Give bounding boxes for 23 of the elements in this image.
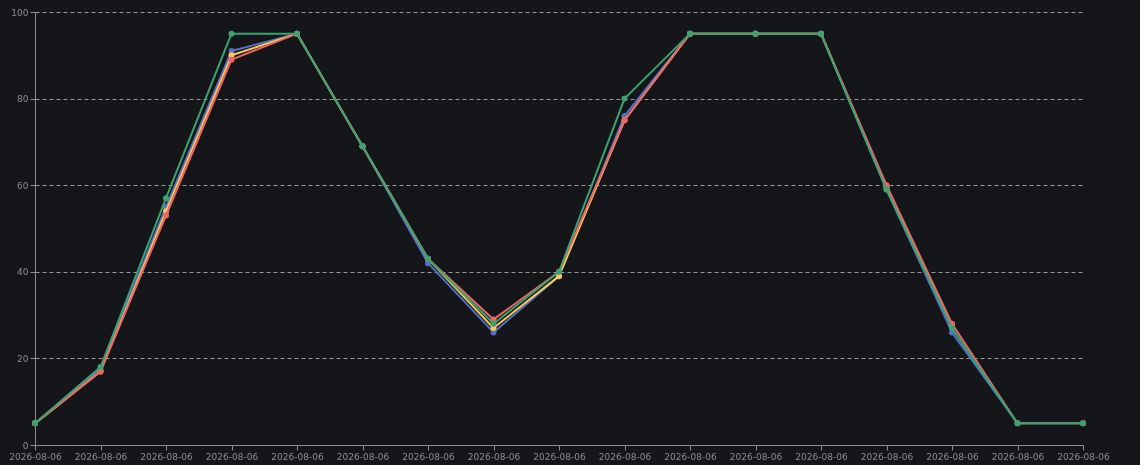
x-tick-label: 2026-08-06 bbox=[9, 451, 62, 462]
x-tick-label: 2026-08-06 bbox=[467, 451, 521, 462]
y-tick-label: 20 bbox=[17, 353, 29, 364]
y-tick-label: 100 bbox=[11, 7, 29, 18]
x-tick-label: 2026-08-06 bbox=[140, 451, 193, 462]
y-tick-label: 40 bbox=[17, 267, 29, 278]
y-tick-label: 80 bbox=[17, 94, 29, 105]
x-tick-label: 2026-08-06 bbox=[533, 451, 586, 462]
x-tick-label: 2026-08-06 bbox=[729, 451, 783, 462]
x-tick-label: 2026-08-06 bbox=[74, 451, 128, 462]
x-tick-label: 2026-08-06 bbox=[205, 451, 259, 462]
x-tick-label: 2026-08-06 bbox=[795, 451, 848, 462]
x-tick-label: 2026-08-06 bbox=[1057, 451, 1110, 462]
y-tick-label: 0 bbox=[22, 440, 29, 451]
x-tick-label: 2026-08-06 bbox=[271, 451, 324, 462]
x-tick-label: 2026-08-06 bbox=[860, 451, 914, 462]
x-tick-label: 2026-08-06 bbox=[336, 451, 390, 462]
y-tick-label: 60 bbox=[17, 180, 29, 191]
x-tick-label: 2026-08-06 bbox=[598, 451, 652, 462]
x-tick-label: 2026-08-06 bbox=[664, 451, 717, 462]
x-tick-label: 2026-08-06 bbox=[402, 451, 455, 462]
x-tick-label: 2026-08-06 bbox=[991, 451, 1045, 462]
x-tick-label: 2026-08-06 bbox=[926, 451, 979, 462]
